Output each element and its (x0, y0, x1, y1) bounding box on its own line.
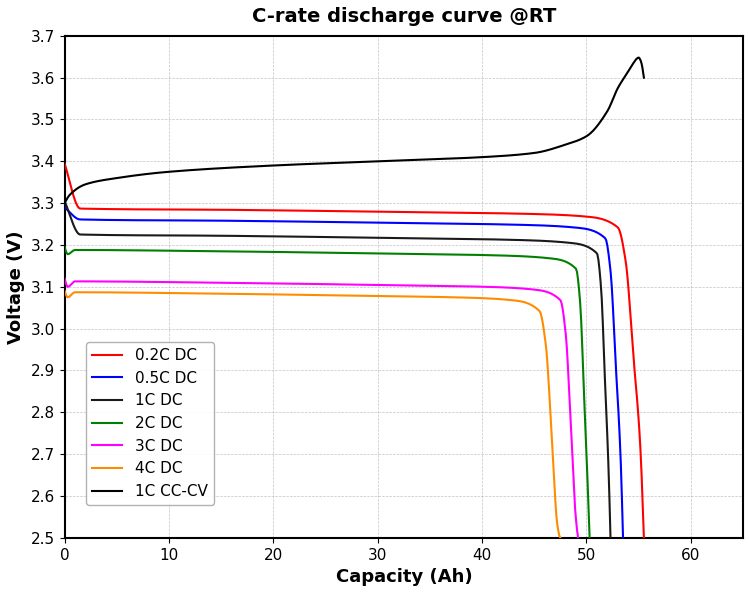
X-axis label: Capacity (Ah): Capacity (Ah) (335, 568, 472, 586)
Title: C-rate discharge curve @RT: C-rate discharge curve @RT (252, 7, 556, 26)
Y-axis label: Voltage (V): Voltage (V) (7, 230, 25, 343)
Legend: 0.2C DC, 0.5C DC, 1C DC, 2C DC, 3C DC, 4C DC, 1C CC-CV: 0.2C DC, 0.5C DC, 1C DC, 2C DC, 3C DC, 4… (86, 342, 214, 505)
